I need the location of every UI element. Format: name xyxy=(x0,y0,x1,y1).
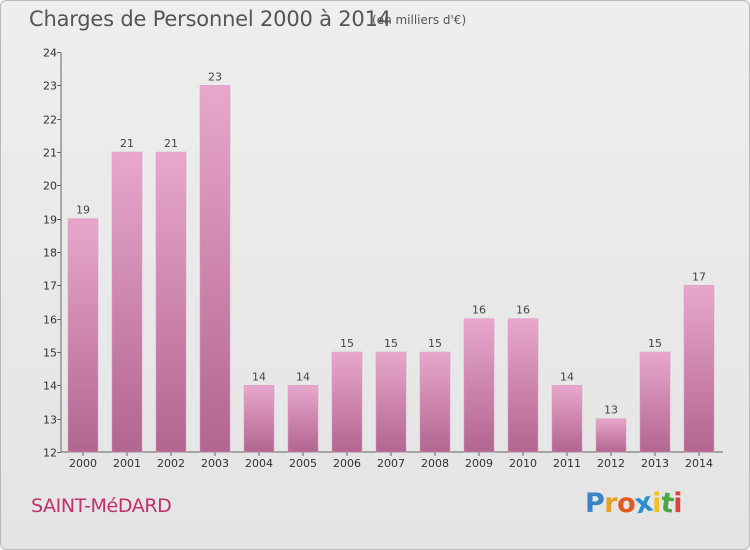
y-tick-label: 12 xyxy=(43,447,57,460)
bar-2000 xyxy=(67,218,99,453)
x-tick-label: 2011 xyxy=(553,457,581,470)
x-tick-label: 2007 xyxy=(377,457,405,470)
x-tick-label: 2008 xyxy=(421,457,449,470)
y-tick-label: 13 xyxy=(43,414,57,427)
proxiti-logo: Proxiti xyxy=(585,487,683,521)
chart-title: Charges de Personnel 2000 à 2014 xyxy=(29,7,391,31)
bar-2002 xyxy=(155,151,187,453)
data-label-2010: 16 xyxy=(516,304,530,317)
logo-letter: P xyxy=(585,488,605,519)
bar-2008 xyxy=(419,351,451,453)
logo-letter: i xyxy=(652,488,661,519)
data-label-2006: 15 xyxy=(340,337,354,350)
bar-2010 xyxy=(507,318,539,453)
data-label-2001: 21 xyxy=(120,137,134,150)
data-label-2011: 14 xyxy=(560,370,574,383)
data-label-2003: 23 xyxy=(208,70,222,83)
x-tick-label: 2005 xyxy=(289,457,317,470)
x-tick-label: 2010 xyxy=(509,457,537,470)
data-label-2013: 15 xyxy=(648,337,662,350)
bar-2014 xyxy=(683,285,715,453)
bar-2009 xyxy=(463,318,495,453)
bar-2001 xyxy=(111,151,143,453)
y-tick-label: 16 xyxy=(43,314,57,327)
x-tick-label: 2000 xyxy=(69,457,97,470)
bar-2003 xyxy=(199,85,231,453)
data-label-2008: 15 xyxy=(428,337,442,350)
data-label-2002: 21 xyxy=(164,137,178,150)
x-tick-label: 2003 xyxy=(201,457,229,470)
city-name: SAINT-MéDARD xyxy=(31,495,172,517)
value-labels: 19 21 21 23 14 14 15 15 15 16 16 14 13 15 17 xyxy=(76,70,706,416)
x-tick-label: 2013 xyxy=(641,457,669,470)
x-tick-label: 2002 xyxy=(157,457,185,470)
x-tick-label: 2014 xyxy=(685,457,713,470)
logo-letter: r xyxy=(604,488,618,519)
x-axis: 2000 2001 2002 2003 2004 2005 2006 2007 2008 2009… xyxy=(61,451,723,470)
bar-2005 xyxy=(287,385,319,453)
data-label-2014: 17 xyxy=(692,270,706,283)
x-tick-label: 2009 xyxy=(465,457,493,470)
data-label-2009: 16 xyxy=(472,304,486,317)
y-tick-label: 23 xyxy=(43,80,57,93)
data-label-2000: 19 xyxy=(76,204,90,217)
y-tick-label: 17 xyxy=(43,280,57,293)
bar-2004 xyxy=(243,385,275,453)
y-tick-label: 24 xyxy=(43,47,57,60)
x-tick-label: 2004 xyxy=(245,457,273,470)
data-label-2012: 13 xyxy=(604,404,618,417)
logo-letter: i xyxy=(673,488,683,519)
bars xyxy=(67,85,715,453)
y-tick-label: 20 xyxy=(43,180,57,193)
bar-2006 xyxy=(331,351,363,453)
bar-2012 xyxy=(595,418,627,453)
x-tick-label: 2001 xyxy=(113,457,141,470)
y-tick-label: 18 xyxy=(43,247,57,260)
chart-subtitle: (en milliers d'€) xyxy=(372,13,467,27)
y-tick-label: 21 xyxy=(43,147,57,160)
bar-2007 xyxy=(375,351,407,453)
y-tick-label: 15 xyxy=(43,347,57,360)
bar-2013 xyxy=(639,351,671,453)
y-axis: 12 13 14 15 16 17 18 19 20 21 22 23 24 xyxy=(43,47,62,460)
y-tick-label: 19 xyxy=(43,214,57,227)
y-tick-label: 14 xyxy=(43,380,57,393)
y-tick-label: 22 xyxy=(43,114,57,127)
logo-letter: o xyxy=(617,488,636,519)
x-tick-label: 2006 xyxy=(333,457,361,470)
bar-2011 xyxy=(551,385,583,453)
data-label-2004: 14 xyxy=(252,370,266,383)
data-label-2005: 14 xyxy=(296,370,310,383)
data-label-2007: 15 xyxy=(384,337,398,350)
x-tick-label: 2012 xyxy=(597,457,625,470)
